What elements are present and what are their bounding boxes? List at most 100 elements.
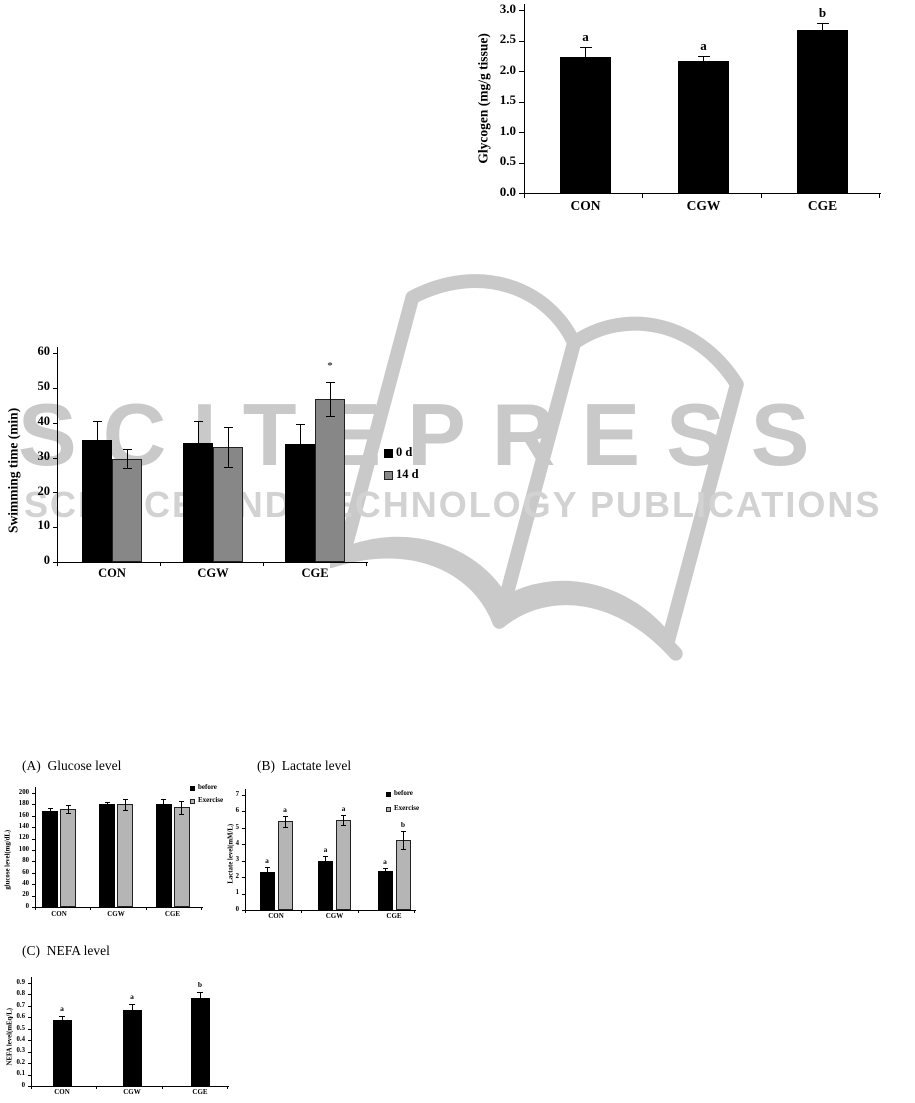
sig-letter: b xyxy=(197,980,203,990)
error-bar-cap-bottom xyxy=(264,877,270,879)
y-tick xyxy=(53,422,57,424)
error-bar-line xyxy=(199,992,201,1004)
y-tick xyxy=(53,387,57,389)
x-tick xyxy=(35,907,36,910)
error-bar-cap-bottom xyxy=(579,67,592,69)
sig-letter: a xyxy=(383,857,387,867)
x-axis xyxy=(31,1086,229,1087)
error-bar-cap-bottom xyxy=(92,459,102,461)
category-label: CGW xyxy=(123,1088,141,1096)
error-bar-cap-bottom xyxy=(325,416,335,418)
bar-nefa-CGE-NEFA xyxy=(190,997,210,1086)
error-bar-cap-bottom xyxy=(197,1003,203,1005)
legend-label: before xyxy=(394,789,413,798)
y-tick-label: 4 xyxy=(235,840,239,848)
error-bar-cap-top xyxy=(579,46,592,48)
legend-label: 0 d xyxy=(396,444,413,459)
legend-swatch-14d xyxy=(384,471,393,480)
y-tick-label: 0.8 xyxy=(16,990,26,998)
y-tick-label: 80 xyxy=(22,857,29,865)
error-bar-cap-top xyxy=(47,808,53,810)
x-tick xyxy=(160,562,161,566)
x-tick xyxy=(145,907,147,910)
bar-glucose-CON-before xyxy=(42,811,58,907)
y-tick xyxy=(28,1074,31,1076)
y-tick xyxy=(53,527,57,529)
legend-label: 14 d xyxy=(396,466,419,481)
y-tick-label: 40 xyxy=(22,879,29,887)
y-tick xyxy=(28,1086,31,1087)
error-bar-cap-top xyxy=(193,420,203,422)
error-bar-cap-bottom xyxy=(179,813,184,815)
y-tick xyxy=(53,353,57,354)
watermark-brand: SCITEPRESS xyxy=(18,385,836,484)
error-bar-cap-bottom xyxy=(400,849,406,851)
error-bar-cap-top xyxy=(129,1003,135,1005)
y-tick xyxy=(242,844,245,846)
error-bar-cap-bottom xyxy=(323,865,328,867)
y-tick-label: 0.0 xyxy=(499,183,516,199)
error-bar-cap-bottom xyxy=(382,873,388,875)
category-label: CON xyxy=(51,910,67,918)
bar-swimming-CON-14d xyxy=(112,458,142,562)
y-tick xyxy=(32,884,35,886)
error-bar-line xyxy=(131,1003,133,1018)
y-tick xyxy=(242,827,245,829)
y-tick xyxy=(53,457,57,459)
bar-lactate-CGW-before xyxy=(318,860,333,910)
y-tick-label: 180 xyxy=(18,800,29,808)
error-bar-cap-top xyxy=(323,856,328,858)
y-tick-label: 10 xyxy=(37,518,51,533)
bar-lactate-CON-before xyxy=(259,872,275,910)
x-tick xyxy=(31,1086,32,1089)
error-bar-cap-bottom xyxy=(282,827,288,829)
x-tick xyxy=(201,907,202,910)
error-bar-cap-top xyxy=(65,804,71,806)
y-tick-label: 0.7 xyxy=(16,1001,26,1009)
bar-swimming-CON-0d xyxy=(82,440,112,562)
legend-swatch-0d xyxy=(384,449,393,458)
y-tick xyxy=(519,162,524,164)
category-label: CGE xyxy=(192,1088,208,1096)
error-bar-line xyxy=(61,1015,63,1024)
error-bar-cap-top xyxy=(104,801,110,803)
y-tick xyxy=(519,193,524,194)
watermark-tagline: SCIENCE AND TECHNOLOGY PUBLICATIONS xyxy=(24,484,882,525)
book-cover-bottom xyxy=(330,544,683,661)
x-tick xyxy=(301,910,303,913)
x-tick xyxy=(760,193,762,198)
error-bar-line xyxy=(284,815,286,828)
error-bar-line xyxy=(585,46,586,68)
error-bar-cap-top xyxy=(816,23,829,25)
error-bar-line xyxy=(67,804,69,813)
y-tick xyxy=(242,795,245,796)
legend-swatch-Exercise xyxy=(386,807,391,812)
y-tick-label: 140 xyxy=(18,822,29,830)
y-tick-label: 3.0 xyxy=(499,0,516,16)
error-bar-cap-bottom xyxy=(104,806,110,808)
error-bar-line xyxy=(106,801,108,807)
y-tick-label: 50 xyxy=(37,379,51,394)
y-axis xyxy=(31,977,32,1087)
error-bar-cap-bottom xyxy=(295,462,305,464)
category-label: CON xyxy=(570,198,601,213)
error-bar-line xyxy=(703,55,704,66)
sig-letter: a xyxy=(582,28,589,44)
error-bar-cap-top xyxy=(223,427,233,429)
y-tick-label: 40 xyxy=(37,413,51,428)
panel-title-lactate: (B) Lactate level xyxy=(257,758,352,773)
y-tick-label: 20 xyxy=(22,891,29,899)
y-axis xyxy=(524,4,525,194)
error-bar-cap-top xyxy=(295,424,305,426)
error-bar-cap-bottom xyxy=(129,1017,135,1019)
legend-swatch-before xyxy=(190,786,195,791)
y-tick-label: 1 xyxy=(235,889,239,897)
sig-letter: b xyxy=(400,820,406,830)
y-tick-label: 200 xyxy=(18,788,29,796)
y-tick xyxy=(242,910,245,911)
x-tick xyxy=(227,1086,228,1089)
error-bar-cap-top xyxy=(341,814,346,816)
error-bar-cap-top xyxy=(264,867,270,869)
